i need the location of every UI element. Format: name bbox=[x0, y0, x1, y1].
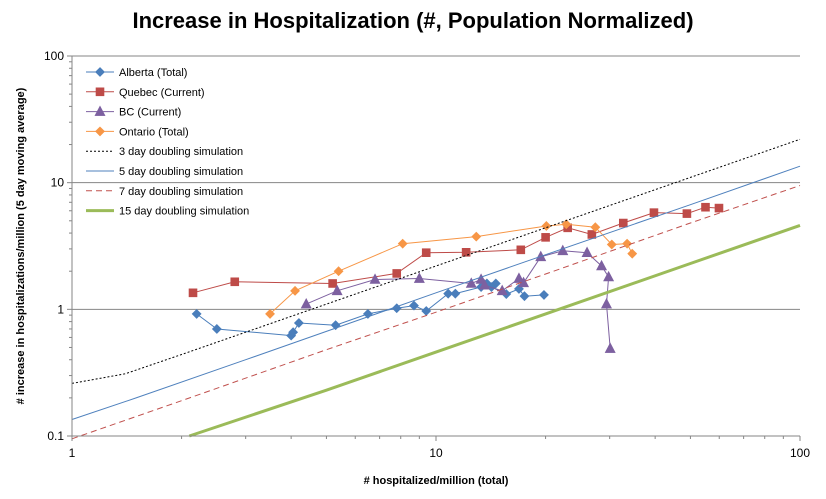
series-ontario-total bbox=[265, 219, 638, 319]
data-point bbox=[421, 248, 431, 257]
data-point bbox=[413, 272, 425, 283]
data-point bbox=[581, 246, 593, 257]
data-point bbox=[513, 272, 525, 283]
legend-swatch-marker bbox=[95, 126, 105, 137]
data-point bbox=[397, 238, 408, 249]
legend-label: 3 day doubling simulation bbox=[119, 146, 243, 158]
data-point bbox=[604, 342, 616, 353]
legend-item-alberta-total: Alberta (Total) bbox=[86, 67, 187, 79]
data-point bbox=[461, 248, 471, 257]
legend-label: Alberta (Total) bbox=[119, 67, 187, 79]
y-tick-label: 100 bbox=[44, 49, 64, 63]
data-point bbox=[290, 285, 300, 296]
legend-label: BC (Current) bbox=[119, 107, 181, 119]
data-point bbox=[328, 279, 337, 288]
y-tick-label: 0.1 bbox=[47, 429, 64, 443]
series-15-day-doubling-simulation bbox=[188, 223, 801, 438]
legend-item-5-day-doubling-simulation: 5 day doubling simulation bbox=[86, 166, 243, 178]
series-quebec-current bbox=[188, 202, 724, 298]
series-line-7-day-doubling-simulation bbox=[71, 185, 801, 440]
data-point bbox=[450, 288, 461, 299]
data-point bbox=[288, 327, 299, 338]
legend-item-7-day-doubling-simulation: 7 day doubling simulation bbox=[86, 186, 243, 198]
data-point bbox=[333, 266, 344, 277]
data-point bbox=[603, 270, 615, 282]
data-point bbox=[701, 202, 710, 212]
data-point bbox=[618, 218, 628, 228]
series-bc-current bbox=[300, 244, 616, 353]
legend-label: Quebec (Current) bbox=[119, 87, 205, 99]
legend-item-ontario-total: Ontario (Total) bbox=[86, 126, 189, 138]
legend-swatch-marker bbox=[95, 87, 105, 97]
data-point bbox=[519, 291, 530, 302]
data-point bbox=[590, 222, 601, 233]
legend-swatch-marker bbox=[94, 105, 106, 116]
data-point bbox=[596, 259, 608, 271]
legend-label: 7 day doubling simulation bbox=[119, 186, 243, 198]
data-point bbox=[561, 219, 572, 230]
legend-swatch-marker bbox=[95, 67, 105, 77]
data-point bbox=[191, 308, 202, 319]
y-axis-label: # increase in hospitalizations/million (… bbox=[15, 87, 27, 404]
data-point bbox=[443, 288, 454, 299]
data-point bbox=[714, 203, 724, 213]
data-point bbox=[331, 284, 343, 296]
legend-label: 15 day doubling simulation bbox=[119, 206, 249, 218]
legend-item-3-day-doubling-simulation: 3 day doubling simulation bbox=[86, 146, 243, 158]
data-point bbox=[600, 297, 612, 309]
data-point bbox=[627, 248, 638, 259]
series-line-ontario-total bbox=[269, 223, 633, 315]
data-point bbox=[649, 208, 659, 217]
data-point bbox=[606, 239, 617, 250]
data-point bbox=[409, 300, 419, 311]
data-point bbox=[230, 277, 240, 287]
x-tick-label: 1 bbox=[69, 446, 76, 460]
data-point bbox=[211, 324, 222, 334]
y-tick-label: 10 bbox=[51, 176, 65, 190]
data-point bbox=[392, 269, 402, 278]
data-point bbox=[369, 273, 381, 284]
series-line-15-day-doubling-simulation bbox=[188, 223, 801, 438]
series-layer bbox=[71, 138, 801, 440]
data-point bbox=[265, 308, 275, 319]
y-tick-label: 1 bbox=[57, 302, 64, 316]
data-point bbox=[465, 277, 477, 288]
series-7-day-doubling-simulation bbox=[71, 185, 801, 440]
legend-item-quebec-current: Quebec (Current) bbox=[86, 87, 205, 99]
x-tick-label: 100 bbox=[790, 446, 810, 460]
legend-label: 5 day doubling simulation bbox=[119, 166, 243, 178]
axis-layer: 0.1 1 10 100 1 10 100 bbox=[44, 49, 810, 460]
legend-item-15-day-doubling-simulation: 15 day doubling simulation bbox=[86, 206, 249, 218]
series-line-5-day-doubling-simulation bbox=[71, 165, 801, 420]
data-point bbox=[516, 245, 526, 255]
data-point bbox=[682, 209, 692, 218]
data-point bbox=[471, 231, 482, 242]
legend-item-bc-current: BC (Current) bbox=[86, 105, 181, 119]
x-tick-label: 10 bbox=[429, 446, 443, 460]
series-5-day-doubling-simulation bbox=[71, 165, 801, 420]
data-point bbox=[539, 289, 549, 300]
data-point bbox=[541, 233, 550, 242]
data-point bbox=[300, 297, 312, 309]
chart-title: Increase in Hospitalization (#, Populati… bbox=[132, 8, 694, 33]
data-point bbox=[293, 318, 304, 328]
data-point bbox=[479, 279, 491, 290]
data-point bbox=[188, 288, 198, 298]
x-axis-label: # hospitalized/million (total) bbox=[364, 475, 509, 487]
legend: Alberta (Total) Quebec (Current) BC (Curre… bbox=[86, 67, 249, 218]
legend-label: Ontario (Total) bbox=[119, 126, 189, 138]
